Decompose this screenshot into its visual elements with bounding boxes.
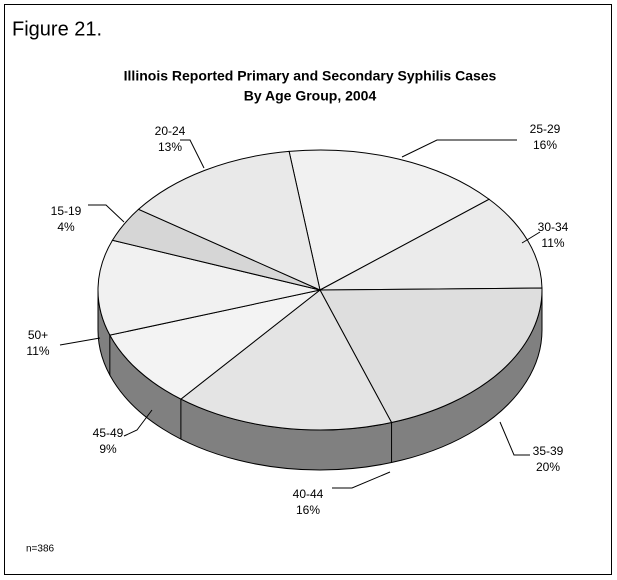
slice-value-label: 13% <box>158 140 182 154</box>
slice-label: 50+ <box>28 328 48 342</box>
slice-value-label: 4% <box>57 220 75 234</box>
pie-slice <box>97 239 321 336</box>
pie-slice <box>319 287 543 424</box>
leader-line <box>521 231 541 244</box>
pie-slice <box>319 198 543 291</box>
leader-line <box>401 139 517 158</box>
slice-value-label: 20% <box>536 460 560 474</box>
note: n=386 <box>26 544 55 555</box>
chart-subtitle: By Age Group, 2004 <box>244 88 377 104</box>
pie-slice <box>288 149 490 291</box>
slice-label: 20-24 <box>155 124 186 138</box>
pie-slice <box>109 289 321 400</box>
slice-label: 25-29 <box>530 122 561 136</box>
leader-line <box>88 204 125 223</box>
pie-slice <box>137 150 321 291</box>
slice-value-label: 11% <box>26 344 49 358</box>
leader-line <box>180 139 205 169</box>
slice-label: 40-44 <box>293 487 324 501</box>
leader-line <box>123 409 153 437</box>
figure-label: Figure 21. <box>12 18 102 40</box>
slice-label: 45-49 <box>93 426 124 440</box>
leader-line <box>499 421 530 456</box>
slice-label: 30-34 <box>538 220 569 234</box>
slice-value-label: 9% <box>99 442 117 456</box>
slice-value-label: 11% <box>541 236 564 250</box>
slice-value-label: 16% <box>533 138 557 152</box>
slice-value-label: 16% <box>296 503 320 517</box>
chart-title: Illinois Reported Primary and Secondary … <box>124 68 497 84</box>
slice-label: 35-39 <box>533 444 564 458</box>
slice-label: 15-19 <box>51 204 82 218</box>
pie-slice <box>179 289 393 431</box>
leader-line <box>332 471 391 489</box>
leader-line <box>59 337 101 346</box>
